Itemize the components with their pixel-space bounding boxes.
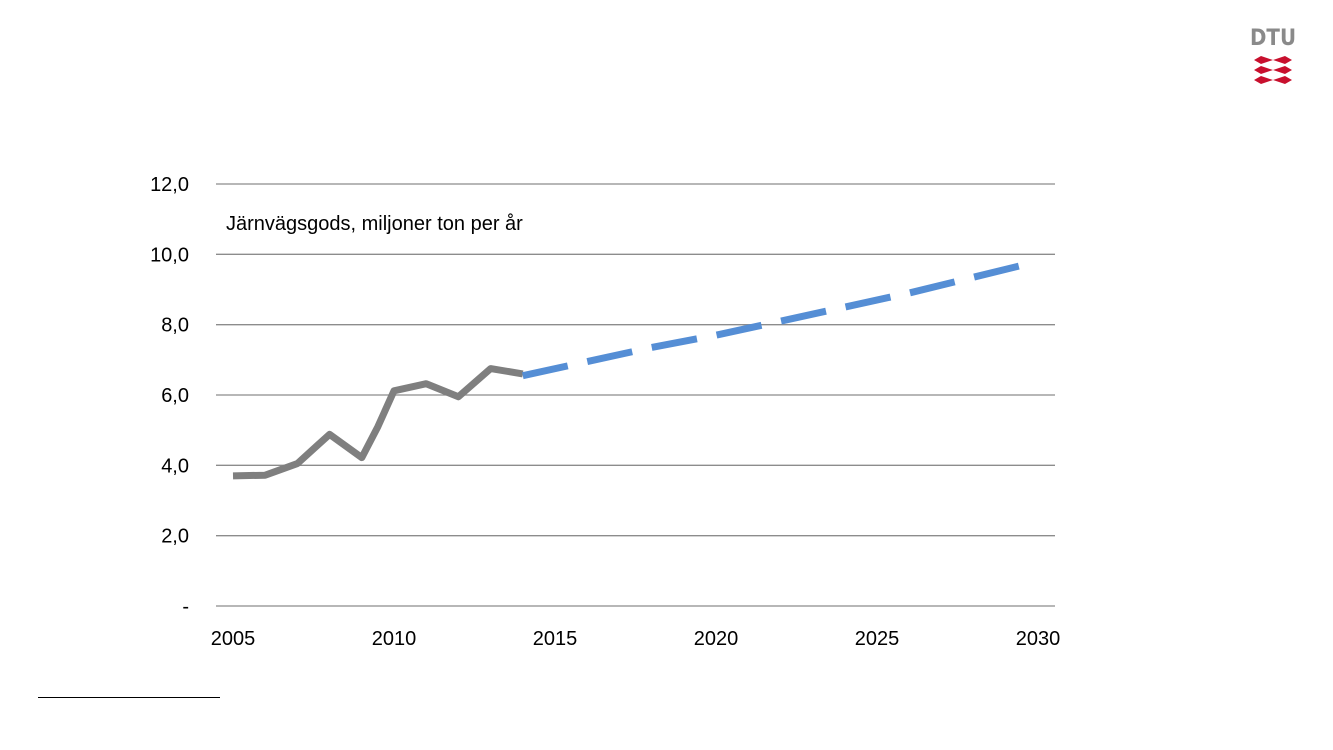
logo-band	[1254, 76, 1292, 84]
footnote-divider	[38, 697, 220, 698]
series-lines	[232, 258, 1039, 480]
series-line-historical	[232, 365, 524, 480]
x-tick-label: 2020	[694, 628, 739, 650]
dtu-logo: DTU	[1250, 26, 1296, 90]
x-tick-label: 2025	[855, 628, 900, 650]
x-tick-label: 2010	[372, 628, 417, 650]
x-tick-label: 2015	[533, 628, 578, 650]
logo-mark-icon	[1254, 56, 1292, 84]
x-tick-label: 2005	[211, 628, 256, 650]
y-tick-label: 2,0	[161, 526, 189, 548]
logo-band	[1254, 56, 1292, 64]
y-tick-label: 6,0	[161, 385, 189, 407]
logo-band	[1254, 66, 1292, 74]
chart-annotation: Järnvägsgods, miljoner ton per år	[226, 213, 523, 235]
y-tick-label: 10,0	[150, 244, 189, 266]
y-tick-label: 4,0	[161, 455, 189, 477]
y-tick-label: 8,0	[161, 315, 189, 337]
gridlines	[216, 183, 1055, 607]
y-tick-label: 12,0	[150, 174, 189, 196]
logo-text: DTU	[1250, 26, 1297, 51]
x-tick-label: 2030	[1016, 628, 1061, 650]
y-tick-labels: - 2,0 4,0 6,0 8,0 10,0 12,0	[150, 174, 189, 618]
logo-mark-shapes	[1254, 56, 1292, 84]
x-tick-labels: 2005 2010 2015 2020 2025 2030	[211, 628, 1061, 650]
y-tick-label: -	[182, 596, 189, 618]
series-line-forecast	[522, 258, 1039, 380]
